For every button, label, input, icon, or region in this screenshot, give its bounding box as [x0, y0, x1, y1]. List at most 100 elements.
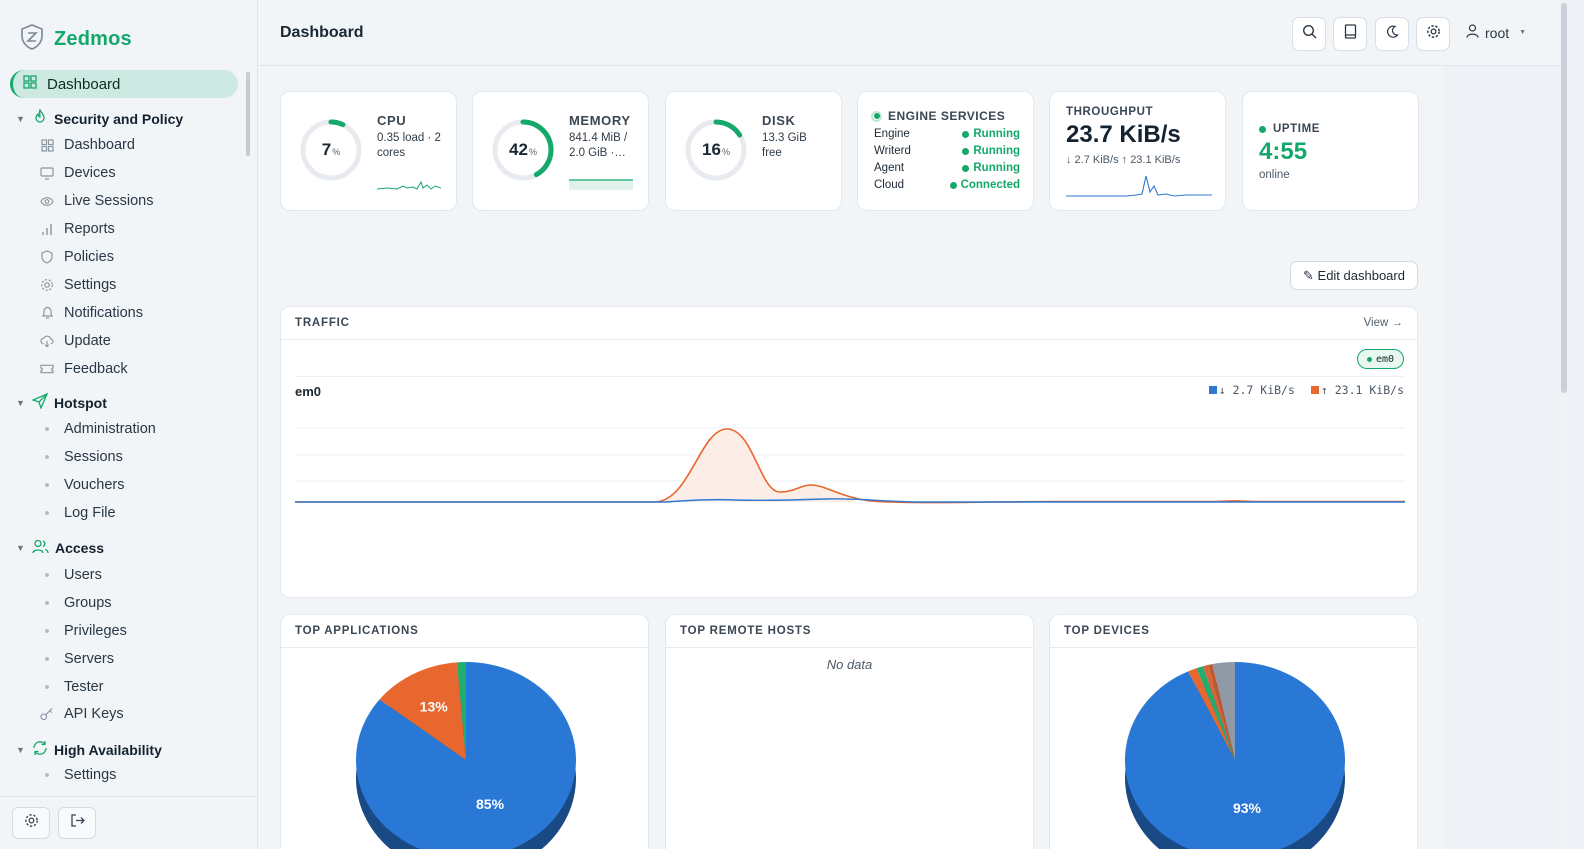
disk-card[interactable]: 16% DISK 13.3 GiB free	[665, 91, 842, 211]
top-devices-pie: 93%	[1125, 662, 1345, 849]
user-menu[interactable]: root ▼	[1466, 24, 1526, 41]
memory-sub: 841.4 MiB / 2.0 GiB ·…	[569, 132, 628, 159]
pie-slice[interactable]	[1125, 662, 1345, 849]
traffic-title: TRAFFIC	[295, 317, 350, 329]
sidebar-footer	[0, 796, 258, 849]
status-dot-icon	[1259, 125, 1266, 133]
theme-toggle-button[interactable]	[1375, 17, 1409, 51]
sidebar-item-label: Administration	[64, 421, 156, 437]
memory-card[interactable]: 42% MEMORY 841.4 MiB / 2.0 GiB ·…	[472, 91, 649, 211]
sidebar-item-dashboard[interactable]: Dashboard	[10, 70, 238, 98]
edit-dashboard-button[interactable]: ✎ Edit dashboard	[1290, 261, 1418, 290]
sidebar-item-servers[interactable]: Servers	[40, 651, 114, 667]
search-button[interactable]	[1292, 17, 1326, 51]
pie-label: 13%	[420, 698, 449, 714]
sidebar-item-ha-settings[interactable]: Settings	[40, 767, 116, 783]
sidebar-section-access[interactable]: ▼ Access	[16, 539, 104, 557]
pie-slice[interactable]	[356, 662, 576, 849]
refresh-icon	[32, 740, 48, 759]
upload-series	[295, 428, 1405, 504]
sidebar-scrollbar[interactable]	[246, 72, 250, 156]
page-title: Dashboard	[280, 24, 364, 41]
bell-icon	[40, 306, 54, 320]
sidebar-item-update[interactable]: Update	[40, 333, 111, 349]
traffic-view-link[interactable]: View →	[1363, 317, 1403, 329]
search-icon	[1302, 24, 1317, 44]
sidebar-item-vouchers[interactable]: Vouchers	[40, 477, 124, 493]
bullet-icon	[45, 629, 49, 633]
sidebar-item-administration[interactable]: Administration	[40, 421, 156, 437]
sidebar-item-sessions[interactable]: Sessions	[40, 449, 123, 465]
user-name: root	[1485, 24, 1510, 41]
brand[interactable]: Zedmos	[20, 24, 132, 55]
sidebar-item-label: Vouchers	[64, 477, 125, 493]
docs-button[interactable]	[1333, 17, 1367, 51]
grid-icon	[40, 138, 54, 152]
bullet-icon	[45, 483, 49, 487]
sidebar-item-reports[interactable]: Reports	[40, 221, 115, 237]
sidebar-item-devices[interactable]: Devices	[40, 165, 116, 181]
book-icon	[1344, 24, 1357, 44]
sidebar-item-users[interactable]: Users	[40, 567, 102, 583]
top-applications-title: TOP APPLICATIONS	[295, 625, 419, 637]
top-remote-hosts-title: TOP REMOTE HOSTS	[680, 625, 812, 637]
settings-button[interactable]	[12, 807, 50, 839]
sidebar-item-dashboard-sub[interactable]: Dashboard	[40, 137, 135, 153]
sidebar-item-label: Reports	[64, 221, 115, 237]
section-label: Hotspot	[54, 394, 107, 411]
chevron-down-icon: ▼	[16, 543, 25, 553]
preferences-button[interactable]	[1416, 17, 1450, 51]
shield-icon	[40, 250, 54, 264]
sidebar-item-api-keys[interactable]: API Keys	[40, 706, 124, 722]
sidebar-item-label: Log File	[64, 505, 116, 521]
sidebar-item-privileges[interactable]: Privileges	[40, 623, 127, 639]
traffic-legend: ↓ 2.7 KiB/s ↑ 23.1 KiB/s	[1208, 383, 1404, 397]
moon-icon	[1386, 25, 1399, 43]
throughput-card[interactable]: THROUGHPUT 23.7 KiB/s ↓ 2.7 KiB/s ↑ 23.1…	[1049, 91, 1226, 211]
pie-slice[interactable]	[456, 662, 466, 760]
sidebar-section-hotspot[interactable]: ▼ Hotspot	[16, 392, 107, 412]
sidebar-item-label: Dashboard	[47, 75, 121, 93]
bullet-icon	[45, 427, 49, 431]
sidebar-item-live-sessions[interactable]: Live Sessions	[40, 193, 153, 209]
sidebar-item-policies[interactable]: Policies	[40, 249, 114, 265]
interface-filter-pill[interactable]: em0	[1357, 349, 1405, 369]
bullet-icon	[45, 601, 49, 605]
sidebar-item-tester[interactable]: Tester	[40, 679, 104, 695]
pie-slice[interactable]	[1212, 662, 1235, 760]
pie-slice[interactable]	[379, 662, 466, 760]
sidebar-item-notifications[interactable]: Notifications	[40, 305, 143, 321]
sidebar-section-security-and-policy[interactable]: ▼ Security and Policy	[16, 107, 184, 128]
sidebar-item-label: Live Sessions	[64, 193, 154, 209]
page-scrollbar[interactable]	[1560, 0, 1568, 849]
uptime-card[interactable]: UPTIME 4:55 online	[1242, 91, 1419, 211]
legend-download: ↓ 2.7 KiB/s	[1208, 383, 1295, 397]
sidebar-item-label: Servers	[64, 651, 114, 667]
pie-label: 85%	[476, 796, 505, 812]
pie-slice[interactable]	[1208, 664, 1235, 760]
sidebar-item-groups[interactable]: Groups	[40, 595, 112, 611]
engine-services-card[interactable]: ENGINE SERVICES Engine Running Writerd Run…	[857, 91, 1034, 211]
section-label: Security and Policy	[54, 110, 184, 127]
traffic-card: TRAFFIC View → em0 em0 ↓ 2.7 KiB/s ↑ 23.…	[280, 306, 1418, 598]
interface-name: em0	[295, 384, 322, 399]
logout-button[interactable]	[58, 807, 96, 839]
service-row: Engine Running	[874, 128, 1020, 140]
sidebar-item-settings[interactable]: Settings	[40, 277, 116, 293]
cpu-sub: 0.35 load · 2 cores	[377, 132, 441, 159]
bullet-icon	[45, 773, 49, 777]
memory-gauge	[492, 119, 554, 181]
sidebar-section-high-availability[interactable]: ▼ High Availability	[16, 740, 162, 759]
chevron-down-icon: ▼	[16, 397, 25, 408]
pie-slice[interactable]	[1188, 668, 1235, 760]
bullet-icon	[45, 685, 49, 689]
monitor-icon	[40, 166, 54, 180]
sidebar-item-log-file[interactable]: Log File	[40, 505, 116, 521]
sidebar-item-feedback[interactable]: Feedback	[40, 361, 128, 377]
grid-icon	[23, 75, 37, 93]
pie-slice[interactable]	[1196, 666, 1235, 760]
cpu-card[interactable]: 7% CPU 0.35 load · 2 cores	[280, 91, 457, 211]
user-icon	[1466, 24, 1479, 41]
pie-slice[interactable]	[1202, 664, 1235, 760]
service-row: Agent Running	[874, 162, 1020, 174]
